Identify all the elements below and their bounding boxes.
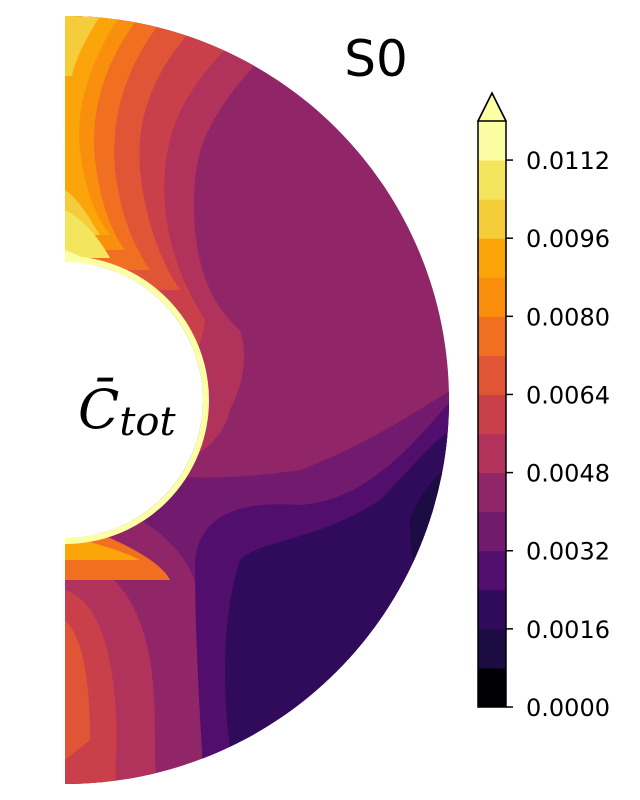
chart-title: S0 [344, 30, 408, 88]
colorbar-tick-label: 0.0016 [526, 616, 610, 644]
colorbar: 0.0000 0.0016 0.0032 0.0048 0.0064 0.0080 0.00… [478, 93, 610, 722]
contour-band [450, 460, 470, 520]
colorbar-segment [478, 668, 506, 708]
colorbar-segment [478, 473, 506, 513]
colorbar-segment [478, 394, 506, 434]
colorbar-segment [478, 160, 506, 200]
colorbar-segment [478, 355, 506, 395]
colorbar-tick-label: 0.0112 [526, 147, 610, 175]
colorbar-tick-label: 0.0000 [526, 694, 610, 722]
colorbar-tick-label: 0.0032 [526, 538, 610, 566]
colorbar-tick-label: 0.0080 [526, 303, 610, 331]
colorbar-segment [478, 121, 506, 161]
colorbar-segment [478, 199, 506, 239]
colorbar-segment [478, 512, 506, 552]
colorbar-segment [478, 434, 506, 474]
colorbar-tick-label: 0.0096 [526, 225, 610, 253]
colorbar-extend-triangle [478, 93, 506, 121]
colorbar-segment [478, 277, 506, 317]
colorbar-segment [478, 238, 506, 278]
colorbar-segment [478, 551, 506, 591]
colorbar-tick-label: 0.0064 [526, 381, 610, 409]
colorbar-segment [478, 590, 506, 630]
colorbar-tick-label: 0.0048 [526, 460, 610, 488]
colorbar-segment [478, 316, 506, 356]
colorbar-segment [478, 629, 506, 669]
